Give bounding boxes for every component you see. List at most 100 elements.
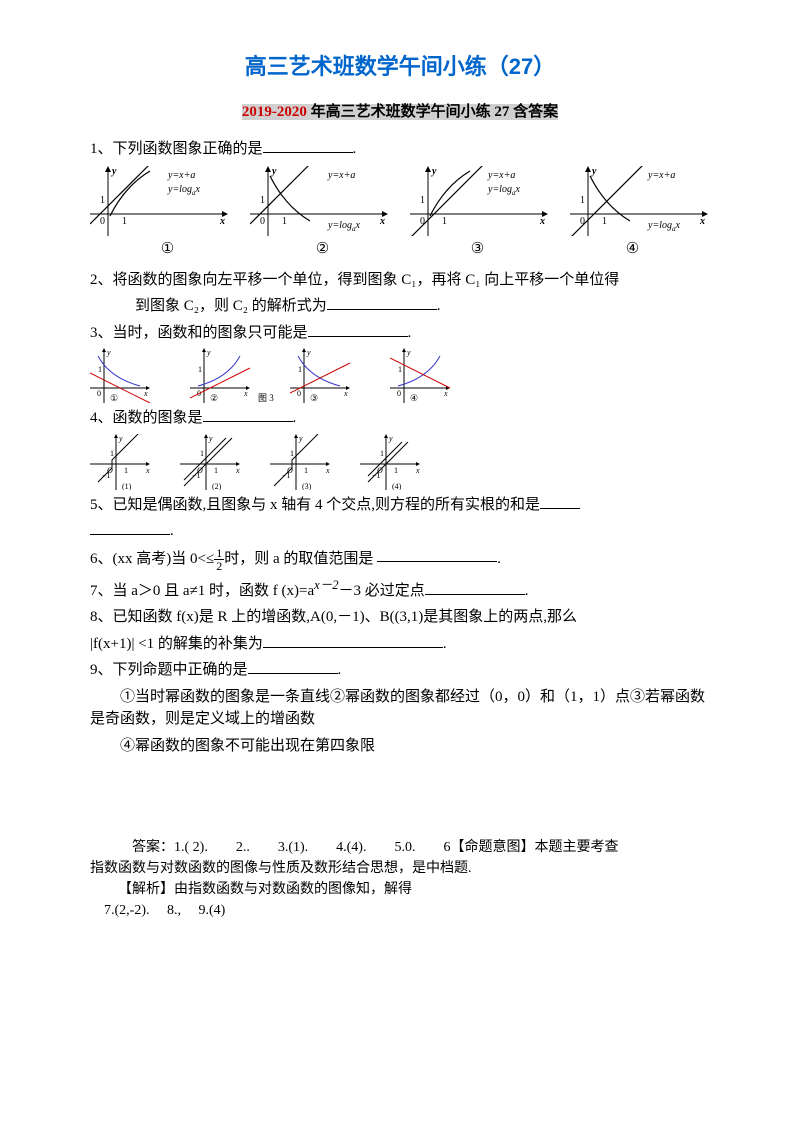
svg-text:1: 1 xyxy=(214,466,218,475)
ans-2: 【解析】由指数函数与对数函数的图像知，解得 xyxy=(90,879,710,900)
svg-text:x: x xyxy=(699,216,705,227)
ans-1a: 答案：1.( 2). 2.. 3.(1). 4.(4). 5.0. 6【命题意图… xyxy=(132,840,618,855)
q1-graph-4: 0 1 1 x y y=x+a y=logax xyxy=(570,166,710,236)
svg-text:(2): (2) xyxy=(212,482,222,490)
svg-text:y: y xyxy=(406,348,411,357)
svg-text:1: 1 xyxy=(260,195,265,206)
svg-text:④: ④ xyxy=(410,393,418,403)
q4-graph-1: O x y 1 −1 1 (1) xyxy=(90,434,170,490)
q1-blank xyxy=(263,138,353,153)
svg-text:x: x xyxy=(415,466,420,475)
q5-text: 5、已知是偶函数,且图象与 x 轴有 4 个交点,则方程的所有实根的和是 xyxy=(90,497,540,513)
svg-text:x: x xyxy=(143,389,148,398)
svg-text:0: 0 xyxy=(397,389,401,398)
svg-text:1: 1 xyxy=(304,466,308,475)
svg-text:y: y xyxy=(208,434,213,443)
svg-text:y: y xyxy=(206,348,211,357)
svg-text:y: y xyxy=(306,348,311,357)
q5-blank1 xyxy=(540,494,580,509)
q2-blank xyxy=(327,295,437,310)
q7-blank xyxy=(425,580,525,595)
q7-sup: x－2 xyxy=(314,578,338,592)
svg-text:x: x xyxy=(235,466,240,475)
q5-blank2 xyxy=(90,520,170,535)
q1-labels: ①②③④ xyxy=(90,238,710,261)
svg-text:(3): (3) xyxy=(302,482,312,490)
svg-text:y: y xyxy=(111,166,117,177)
svg-text:0: 0 xyxy=(297,389,301,398)
subtitle: 2019-2020 年高三艺术班数学午间小练 27 含答案 xyxy=(90,101,710,124)
answers: 答案：1.( 2). 2.. 3.(1). 4.(4). 5.0. 6【命题意图… xyxy=(90,837,710,921)
svg-text:图 3: 图 3 xyxy=(258,393,274,403)
svg-text:1: 1 xyxy=(98,365,102,374)
svg-text:y: y xyxy=(431,166,437,177)
q4-graphs: O x y 1 −1 1 (1) O x y 1 −1 1 (2) O x y … xyxy=(90,434,710,490)
question-3: 3、当时，函数和的图象只可能是. xyxy=(90,322,710,345)
svg-text:y: y xyxy=(106,348,111,357)
svg-text:y=x+a: y=x+a xyxy=(167,170,195,181)
svg-text:1: 1 xyxy=(298,365,302,374)
question-5b: . xyxy=(90,520,710,543)
subtitle-suf: 含答案 xyxy=(509,104,558,120)
q6-text: 6、(xx 高考)当 0<≤ xyxy=(90,550,214,566)
q3-blank xyxy=(308,322,408,337)
svg-text:1: 1 xyxy=(290,449,294,458)
q1-label-4: ④ xyxy=(626,238,639,261)
svg-text:x: x xyxy=(325,466,330,475)
q1-graphs: 0 1 1 x y y=x+a y=logax 0 1 1 x y y=x+a … xyxy=(90,166,710,236)
svg-text:①: ① xyxy=(110,393,118,403)
svg-text:y: y xyxy=(298,434,303,443)
svg-text:1: 1 xyxy=(110,449,114,458)
q2b-text: 到图象 C₂，则 C₂ 的解析式为 xyxy=(135,298,327,314)
frac-d: 2 xyxy=(214,560,224,572)
svg-text:(4): (4) xyxy=(392,482,402,490)
ans-3: 7.(2,-2). 8., 9.(4) xyxy=(90,900,710,921)
svg-text:x: x xyxy=(219,216,225,227)
q3-text: 3、当时，函数和的图象只可能是 xyxy=(90,325,308,341)
q6-frac: 12 xyxy=(214,547,224,572)
svg-text:−1: −1 xyxy=(372,471,381,480)
q9-text: 9、下列命题中正确的是 xyxy=(90,662,248,678)
svg-text:y=logax: y=logax xyxy=(327,220,360,233)
question-2: 2、将函数的图象向左平移一个单位，得到图象 C₁，再将 C₁ 向上平移一个单位得 xyxy=(90,269,710,292)
q1-label-3: ③ xyxy=(471,238,484,261)
svg-text:x: x xyxy=(343,389,348,398)
svg-text:1: 1 xyxy=(580,195,585,206)
question-9-2: ④幂函数的图象不可能出现在第四象限 xyxy=(90,735,710,758)
question-4: 4、函数的图象是. xyxy=(90,407,710,430)
q1-label-2: ② xyxy=(316,238,329,261)
svg-text:y=logax: y=logax xyxy=(167,184,200,197)
svg-text:0: 0 xyxy=(97,389,101,398)
svg-text:y: y xyxy=(591,166,597,177)
q4-graph-4: O x y 1 −1 1 (4) xyxy=(360,434,440,490)
svg-text:1: 1 xyxy=(380,449,384,458)
svg-text:y=x+a: y=x+a xyxy=(647,170,675,181)
svg-text:y: y xyxy=(388,434,393,443)
question-9-1: ①当时幂函数的图象是一条直线②幂函数的图象都经过（0，0）和（1，1）点③若幂函… xyxy=(90,686,710,731)
svg-text:−1: −1 xyxy=(102,471,111,480)
svg-text:−1: −1 xyxy=(282,471,291,480)
question-9: 9、下列命题中正确的是. xyxy=(90,659,710,682)
q8b-text: |f(x+1)| <1 的解集的补集为 xyxy=(90,636,263,652)
svg-text:1: 1 xyxy=(100,195,105,206)
question-5: 5、已知是偶函数,且图象与 x 轴有 4 个交点,则方程的所有实根的和是 xyxy=(90,494,710,517)
q1-graph-2: 0 1 1 x y y=x+a y=logax xyxy=(250,166,390,236)
svg-text:y=logax: y=logax xyxy=(647,220,680,233)
question-6: 6、(xx 高考)当 0<≤12时，则 a 的取值范围是 . xyxy=(90,547,710,572)
svg-text:y: y xyxy=(271,166,277,177)
page-title: 高三艺术班数学午间小练（27） xyxy=(90,50,710,83)
question-2b: 到图象 C₂，则 C₂ 的解析式为. xyxy=(90,295,710,318)
svg-text:(1): (1) xyxy=(122,482,132,490)
q4-text: 4、函数的图象是 xyxy=(90,410,203,426)
q4-blank xyxy=(203,407,293,422)
q3-graph-3: 0 x y 1 ③ xyxy=(290,348,380,403)
svg-text:x: x xyxy=(539,216,545,227)
frac-n: 1 xyxy=(214,547,224,560)
question-7: 7、当 a＞0 且 a≠1 时，函数 f (x)=ax－2－3 必过定点. xyxy=(90,576,710,603)
svg-text:y: y xyxy=(118,434,123,443)
subtitle-year: 2019-2020 xyxy=(242,104,307,120)
q1-graph-3: 0 1 1 x y y=x+a y=logax xyxy=(410,166,550,236)
svg-text:x: x xyxy=(443,389,448,398)
q3-graphs: 0 x y 1 ① 0 x y 1 ② 图 3 0 x y 1 ③ xyxy=(90,348,710,403)
svg-text:y=x+a: y=x+a xyxy=(487,170,515,181)
